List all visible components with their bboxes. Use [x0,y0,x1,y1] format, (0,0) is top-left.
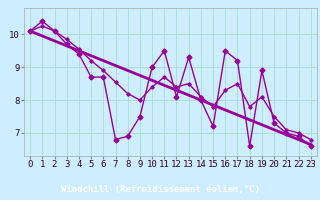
Text: Windchill (Refroidissement éolien,°C): Windchill (Refroidissement éolien,°C) [60,185,260,194]
